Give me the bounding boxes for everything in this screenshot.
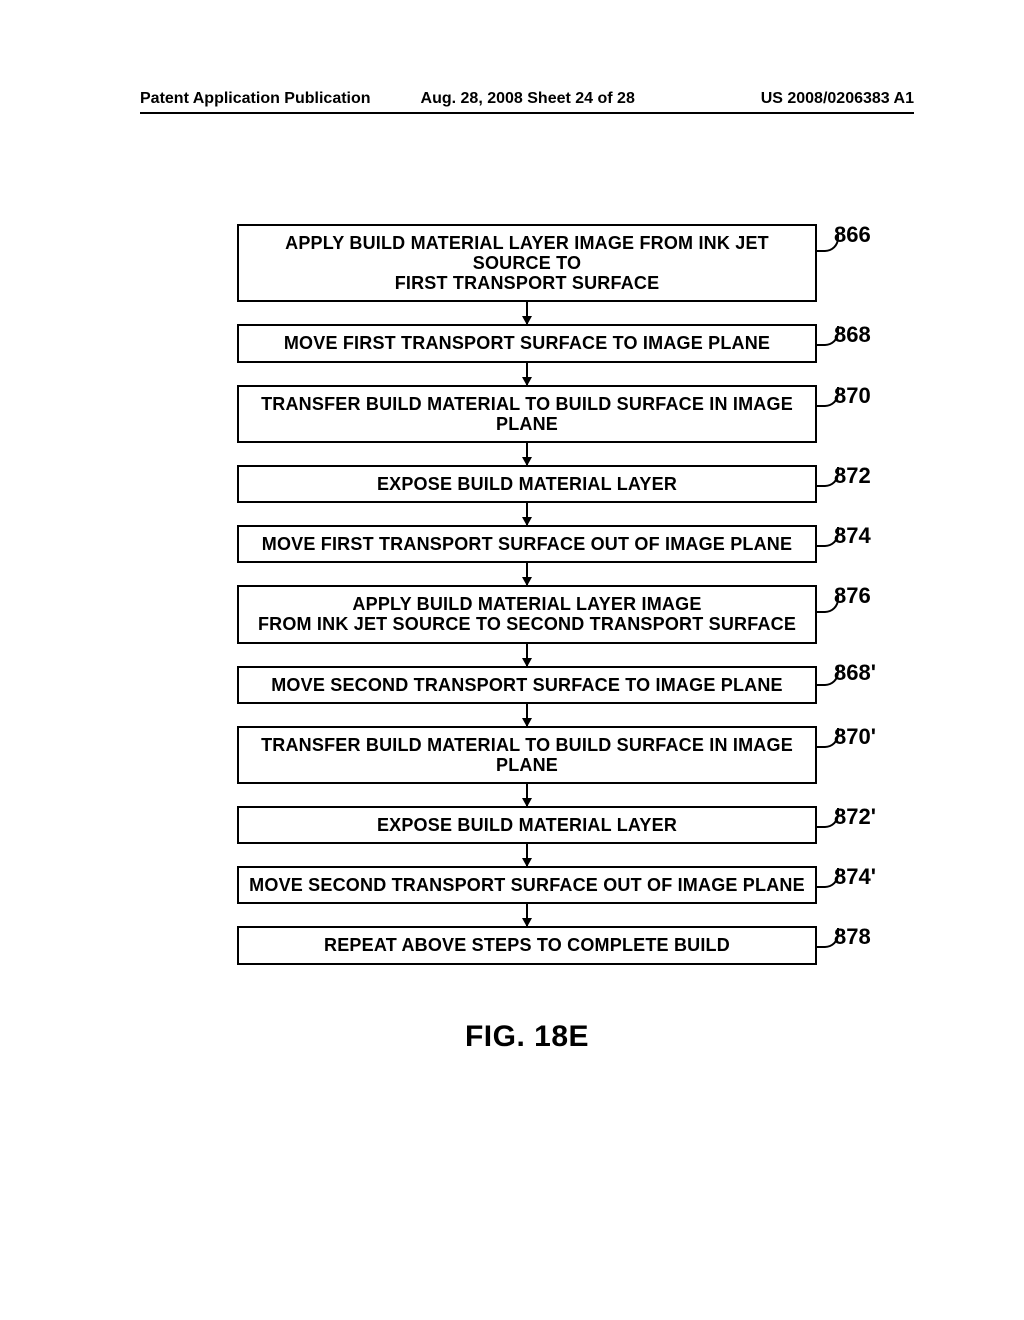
process-box: MOVE SECOND TRANSPORT SURFACE TO IMAGE P… [237,666,817,704]
box-text: MOVE FIRST TRANSPORT SURFACE OUT OF IMAG… [262,534,792,554]
box-text: TRANSFER BUILD MATERIAL TO BUILD SURFACE… [247,394,807,434]
flow-step: REPEAT ABOVE STEPS TO COMPLETE BUILD 878 [177,926,877,964]
flow-arrow-icon [526,443,528,465]
process-box: REPEAT ABOVE STEPS TO COMPLETE BUILD 878 [237,926,817,964]
flow-step: TRANSFER BUILD MATERIAL TO BUILD SURFACE… [177,385,877,465]
box-text: MOVE SECOND TRANSPORT SURFACE OUT OF IMA… [249,875,805,895]
flow-step: APPLY BUILD MATERIAL LAYER IMAGE FROM IN… [177,224,877,324]
process-box: MOVE SECOND TRANSPORT SURFACE OUT OF IMA… [237,866,817,904]
box-text: APPLY BUILD MATERIAL LAYER IMAGE FROM IN… [247,233,807,293]
ref-number: 878 [834,924,871,950]
box-text: MOVE FIRST TRANSPORT SURFACE TO IMAGE PL… [284,333,770,353]
process-box: EXPOSE BUILD MATERIAL LAYER 872 [237,465,817,503]
flow-arrow-icon [526,904,528,926]
process-box: APPLY BUILD MATERIAL LAYER IMAGE FROM IN… [237,585,817,643]
flow-arrow-icon [526,784,528,806]
ref-number: 874 [834,523,871,549]
process-box: TRANSFER BUILD MATERIAL TO BUILD SURFACE… [237,385,817,443]
flow-step: EXPOSE BUILD MATERIAL LAYER 872 [177,465,877,525]
flow-arrow-icon [526,644,528,666]
ref-number: 870 [834,383,871,409]
process-box: MOVE FIRST TRANSPORT SURFACE OUT OF IMAG… [237,525,817,563]
page-header: Patent Application Publication Aug. 28, … [140,90,914,114]
flow-step: APPLY BUILD MATERIAL LAYER IMAGE FROM IN… [177,585,877,665]
flow-arrow-icon [526,503,528,525]
box-text: TRANSFER BUILD MATERIAL TO BUILD SURFACE… [247,735,807,775]
flow-arrow-icon [526,302,528,324]
header-left: Patent Application Publication [140,90,371,108]
header-right: US 2008/0206383 A1 [761,90,914,108]
flow-step: MOVE SECOND TRANSPORT SURFACE OUT OF IMA… [177,866,877,926]
box-text: MOVE SECOND TRANSPORT SURFACE TO IMAGE P… [271,675,783,695]
ref-number: 870' [834,724,876,750]
ref-number: 876 [834,583,871,609]
box-text: EXPOSE BUILD MATERIAL LAYER [377,474,677,494]
process-box: TRANSFER BUILD MATERIAL TO BUILD SURFACE… [237,726,817,784]
flow-step: MOVE FIRST TRANSPORT SURFACE OUT OF IMAG… [177,525,877,585]
ref-number: 868 [834,322,871,348]
figure-label: FIG. 18E [140,1020,914,1054]
box-text: REPEAT ABOVE STEPS TO COMPLETE BUILD [324,935,730,955]
flow-arrow-icon [526,563,528,585]
flow-step: EXPOSE BUILD MATERIAL LAYER 872' [177,806,877,866]
flow-step: TRANSFER BUILD MATERIAL TO BUILD SURFACE… [177,726,877,806]
flow-arrow-icon [526,704,528,726]
ref-number: 872 [834,463,871,489]
page-container: Patent Application Publication Aug. 28, … [0,0,1024,1320]
flow-arrow-icon [526,363,528,385]
ref-number: 868' [834,660,876,686]
flow-step: MOVE SECOND TRANSPORT SURFACE TO IMAGE P… [177,666,877,726]
process-box: MOVE FIRST TRANSPORT SURFACE TO IMAGE PL… [237,324,817,362]
box-text: EXPOSE BUILD MATERIAL LAYER [377,815,677,835]
ref-number: 872' [834,804,876,830]
flowchart: APPLY BUILD MATERIAL LAYER IMAGE FROM IN… [177,224,877,965]
process-box: APPLY BUILD MATERIAL LAYER IMAGE FROM IN… [237,224,817,302]
flow-arrow-icon [526,844,528,866]
flow-step: MOVE FIRST TRANSPORT SURFACE TO IMAGE PL… [177,324,877,384]
ref-number: 874' [834,864,876,890]
header-center: Aug. 28, 2008 Sheet 24 of 28 [371,90,761,108]
process-box: EXPOSE BUILD MATERIAL LAYER 872' [237,806,817,844]
box-text: APPLY BUILD MATERIAL LAYER IMAGE FROM IN… [258,594,796,634]
ref-number: 866 [834,222,871,248]
